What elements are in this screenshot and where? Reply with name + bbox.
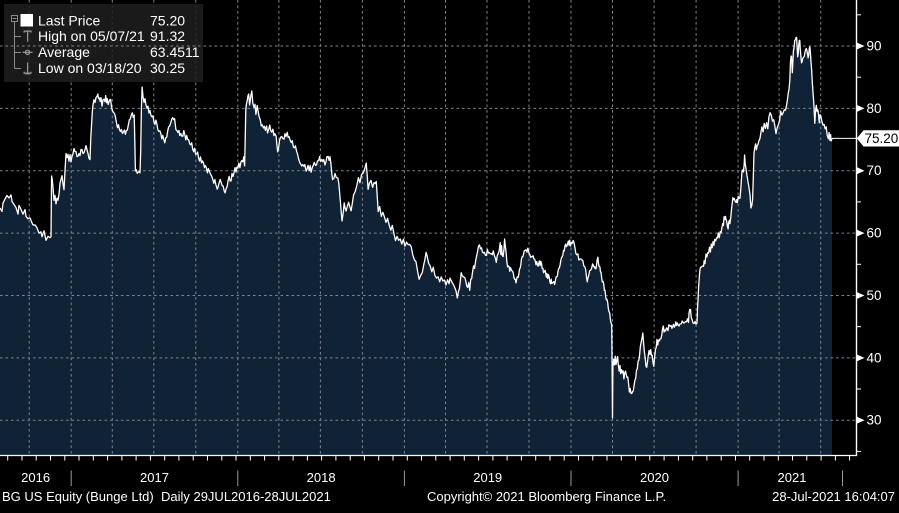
svg-text:2018: 2018: [307, 470, 336, 485]
svg-text:28-Jul-2021 16:04:07: 28-Jul-2021 16:04:07: [772, 489, 895, 504]
svg-text:Last Price: Last Price: [38, 12, 100, 28]
svg-text:Average: Average: [38, 44, 90, 60]
svg-text:2020: 2020: [640, 470, 669, 485]
svg-text:30: 30: [867, 413, 882, 428]
svg-text:2019: 2019: [473, 470, 502, 485]
svg-text:2017: 2017: [140, 470, 169, 485]
svg-text:70: 70: [867, 163, 882, 178]
svg-text:90: 90: [867, 39, 882, 54]
svg-text:75.20: 75.20: [865, 131, 899, 146]
svg-text:50: 50: [867, 288, 882, 303]
svg-text:BG US Equity (Bunge Ltd) Dail: BG US Equity (Bunge Ltd) Daily 29JUL2016…: [2, 489, 331, 504]
svg-text:80: 80: [867, 101, 882, 116]
svg-text:Copyright© 2021 Bloomberg Fina: Copyright© 2021 Bloomberg Finance L.P.: [427, 489, 666, 504]
svg-text:Low on 03/18/20: Low on 03/18/20: [38, 60, 142, 76]
svg-text:30.25: 30.25: [150, 60, 185, 76]
svg-text:2021: 2021: [778, 470, 807, 485]
svg-text:40: 40: [867, 350, 882, 365]
svg-text:63.4511: 63.4511: [150, 44, 200, 60]
svg-text:75.20: 75.20: [150, 12, 185, 28]
svg-text:91.32: 91.32: [150, 28, 185, 44]
svg-text:60: 60: [867, 226, 882, 241]
svg-text:High on 05/07/21: High on 05/07/21: [38, 28, 145, 44]
svg-text:2016: 2016: [21, 470, 50, 485]
